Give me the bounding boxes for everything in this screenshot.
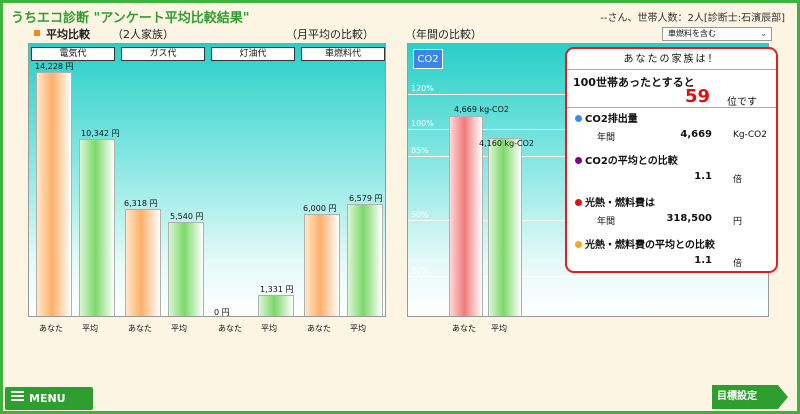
menu-button[interactable]: MENU [5,387,93,410]
orange-square-icon [34,30,40,36]
rank-section: 100世帯あったとすると 59 位です [567,70,776,108]
app-title: うちエコ診断 "アンケート平均比較結果" [11,11,250,26]
row-title: CO2排出量 [585,114,638,125]
red-dot-icon [575,199,582,206]
hamburger-icon [11,389,24,403]
bar-average [258,295,294,316]
category-gas: ガス代 [121,47,205,61]
percent-label: 20% [411,266,429,275]
bar-you-co2 [449,116,483,316]
bar-x-label: あなた [39,324,63,333]
orange-dot-icon [575,241,582,248]
row-value: 318,500 [666,213,712,224]
bar-x-label: あなた [452,324,476,333]
bar-average [347,204,383,316]
bar-average [168,222,204,316]
bar-x-label: 平均 [491,324,507,333]
user-info: --さん、世帯人数：2人[診断士:石濱辰部] [600,13,785,24]
chevron-down-icon: ⌄ [760,29,767,38]
bar-x-label: あなた [218,324,242,333]
menu-label: MENU [29,392,66,405]
category-car-fuel: 車燃料代 [301,47,385,61]
section-average-comparison: 平均比較 [34,26,90,42]
co2-emission-row: CO2排出量 年間 4,669 Kg-CO2 [567,108,776,150]
bar-value-label: 4,160 kg-CO2 [479,139,535,148]
rank-value: 59 [685,86,711,107]
blue-dot-icon [575,115,582,122]
bar-x-label: 平均 [171,324,187,333]
row-title: 光熱・燃料費は [585,198,655,209]
co2-ratio-row: CO2の平均との比較 1.1 倍 [567,150,776,192]
goal-setting-button[interactable]: 目標設定 [712,385,792,409]
bar-you [36,72,72,316]
select-value: 車燃料を含む [668,29,716,38]
arrow-right-icon [778,385,788,409]
bottom-band [3,382,797,411]
row-value: 1.1 [694,255,712,266]
row-title: CO2の平均との比較 [585,156,678,167]
section-label: 平均比較 [46,28,90,41]
row-title: 光熱・燃料費の平均との比較 [585,240,715,251]
bar-average-co2 [488,138,522,316]
bar-x-label: 平均 [261,324,277,333]
percent-label: 50% [411,210,429,219]
bar-value-label: 1,331 円 [260,285,294,294]
fuel-include-select[interactable]: 車燃料を含む ⌄ [662,27,772,41]
bar-value-label: 4,669 kg-CO2 [454,105,510,114]
category-kerosene: 灯油代 [211,47,295,61]
bar-x-label: あなた [307,324,331,333]
result-card: あなたの家族は！ 100世帯あったとすると 59 位です CO2排出量 年間 4… [565,47,778,273]
bar-value-label: 6,579 円 [349,194,383,203]
monthly-comparison-chart: 電気代 ガス代 灯油代 車燃料代 14,228 円 10,342 円 6,318 円… [28,43,386,317]
bar-value-label: 0 円 [214,308,230,317]
row-value: 4,669 [680,129,712,140]
bar-x-label: あなた [128,324,152,333]
row-value: 1.1 [694,171,712,182]
bar-x-label: 平均 [350,324,366,333]
purple-dot-icon [575,157,582,164]
bar-x-label: 平均 [82,324,98,333]
rank-lead: 100世帯あったとすると [573,76,695,89]
bar-value-label: 10,342 円 [81,129,120,138]
percent-label: 100% [411,119,434,128]
row-sub: 年間 [597,133,616,143]
percent-label: 85% [411,146,429,155]
household-size: （2人家族） [112,28,174,41]
cost-row: 光熱・燃料費は 年間 318,500 円 [567,192,776,234]
annual-period-label: （年間の比較） [405,28,482,41]
goal-label: 目標設定 [712,385,778,409]
bar-value-label: 5,540 円 [170,212,204,221]
category-electricity: 電気代 [31,47,115,61]
row-unit: 倍 [733,259,743,269]
bar-you [125,209,161,316]
result-header: あなたの家族は！ [567,49,776,70]
row-unit: 倍 [733,175,743,185]
percent-gridline [408,276,768,277]
co2-badge: CO2 [413,49,443,69]
monthly-period-label: （月平均の比較） [286,28,374,41]
cost-ratio-row: 光熱・燃料費の平均との比較 1.1 倍 [567,234,776,271]
row-unit: Kg-CO2 [733,130,767,140]
bar-value-label: 14,228 円 [35,62,74,71]
bar-you [304,214,340,316]
bar-value-label: 6,318 円 [124,199,158,208]
row-unit: 円 [733,217,743,227]
row-sub: 年間 [597,217,616,227]
bar-average [79,139,115,316]
rank-unit: 位です [727,97,757,108]
bar-value-label: 6,000 円 [303,204,337,213]
percent-label: 120% [411,84,434,93]
